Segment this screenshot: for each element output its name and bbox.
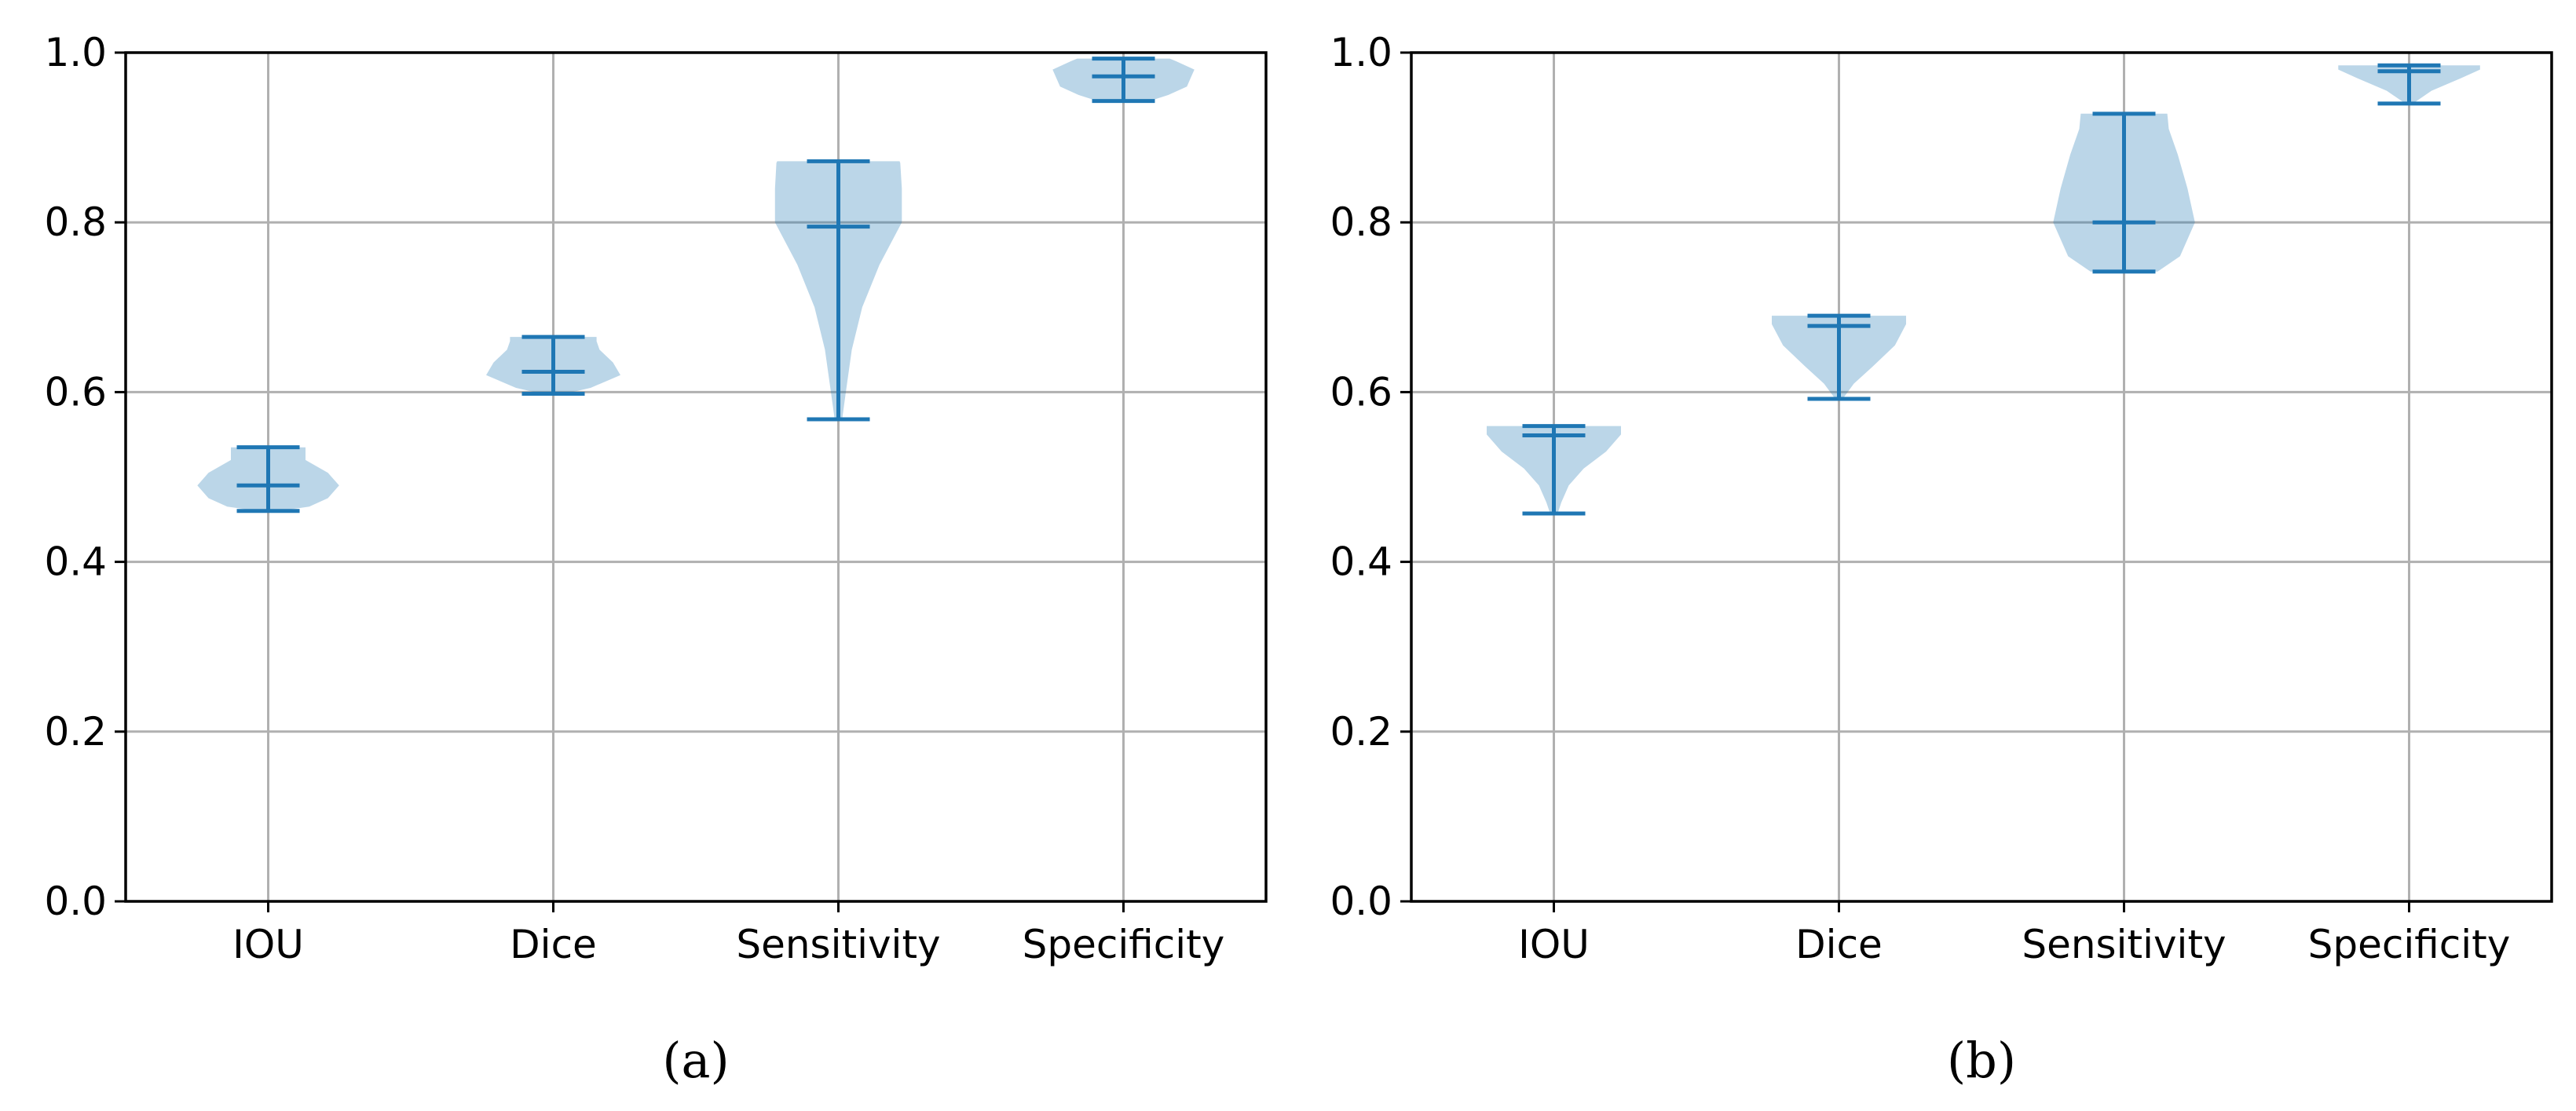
y-tick-label: 0.8	[44, 199, 107, 245]
x-tick-label: Specificity	[2308, 922, 2511, 967]
violin-dice	[486, 334, 620, 397]
axes-frame	[1410, 51, 2553, 903]
chart-panel-a: 0.0 0.2 0.4 0.6 0.8 1.0 IOU Dice Sensitivity Spec…	[44, 30, 1268, 1089]
x-tick-label: Dice	[510, 922, 597, 967]
x-tick-label: IOU	[232, 922, 304, 967]
panel-caption: (b)	[1947, 1032, 2016, 1089]
x-tick-label: Dice	[1795, 922, 1883, 967]
axes-frame	[124, 51, 1268, 903]
chart-panel-b: 0.0 0.2 0.4 0.6 0.8 1.0 IOU Dice Sensitivity Spec…	[1330, 30, 2553, 1089]
y-tick-label: 0.0	[1330, 879, 1392, 924]
y-tick-label: 1.0	[44, 30, 107, 75]
y-tick-label: 0.2	[44, 709, 107, 755]
x-tick-label: Sensitivity	[736, 922, 940, 967]
x-tick-label: Sensitivity	[2022, 922, 2226, 967]
y-tick-label: 0.8	[1330, 199, 1392, 245]
violin-dice	[1772, 313, 1906, 401]
y-tick-label: 1.0	[1330, 30, 1392, 75]
y-tick-label: 0.6	[44, 369, 107, 415]
x-tick-label: Specificity	[1023, 922, 1225, 967]
y-tick-label: 0.4	[1330, 539, 1392, 585]
violin-sensitivity	[774, 159, 902, 422]
violin-sensitivity	[2053, 111, 2195, 274]
panel-caption: (a)	[662, 1032, 729, 1089]
violin-iou	[197, 445, 339, 513]
y-tick-label: 0.0	[44, 879, 107, 924]
y-tick-label: 0.2	[1330, 709, 1392, 755]
y-tick-label: 0.4	[44, 539, 107, 585]
y-tick-label: 0.6	[1330, 369, 1392, 415]
violin-iou	[1487, 424, 1621, 516]
violin-specificity	[1052, 57, 1195, 104]
x-tick-label: IOU	[1518, 922, 1590, 967]
violin-specificity	[2338, 63, 2480, 106]
